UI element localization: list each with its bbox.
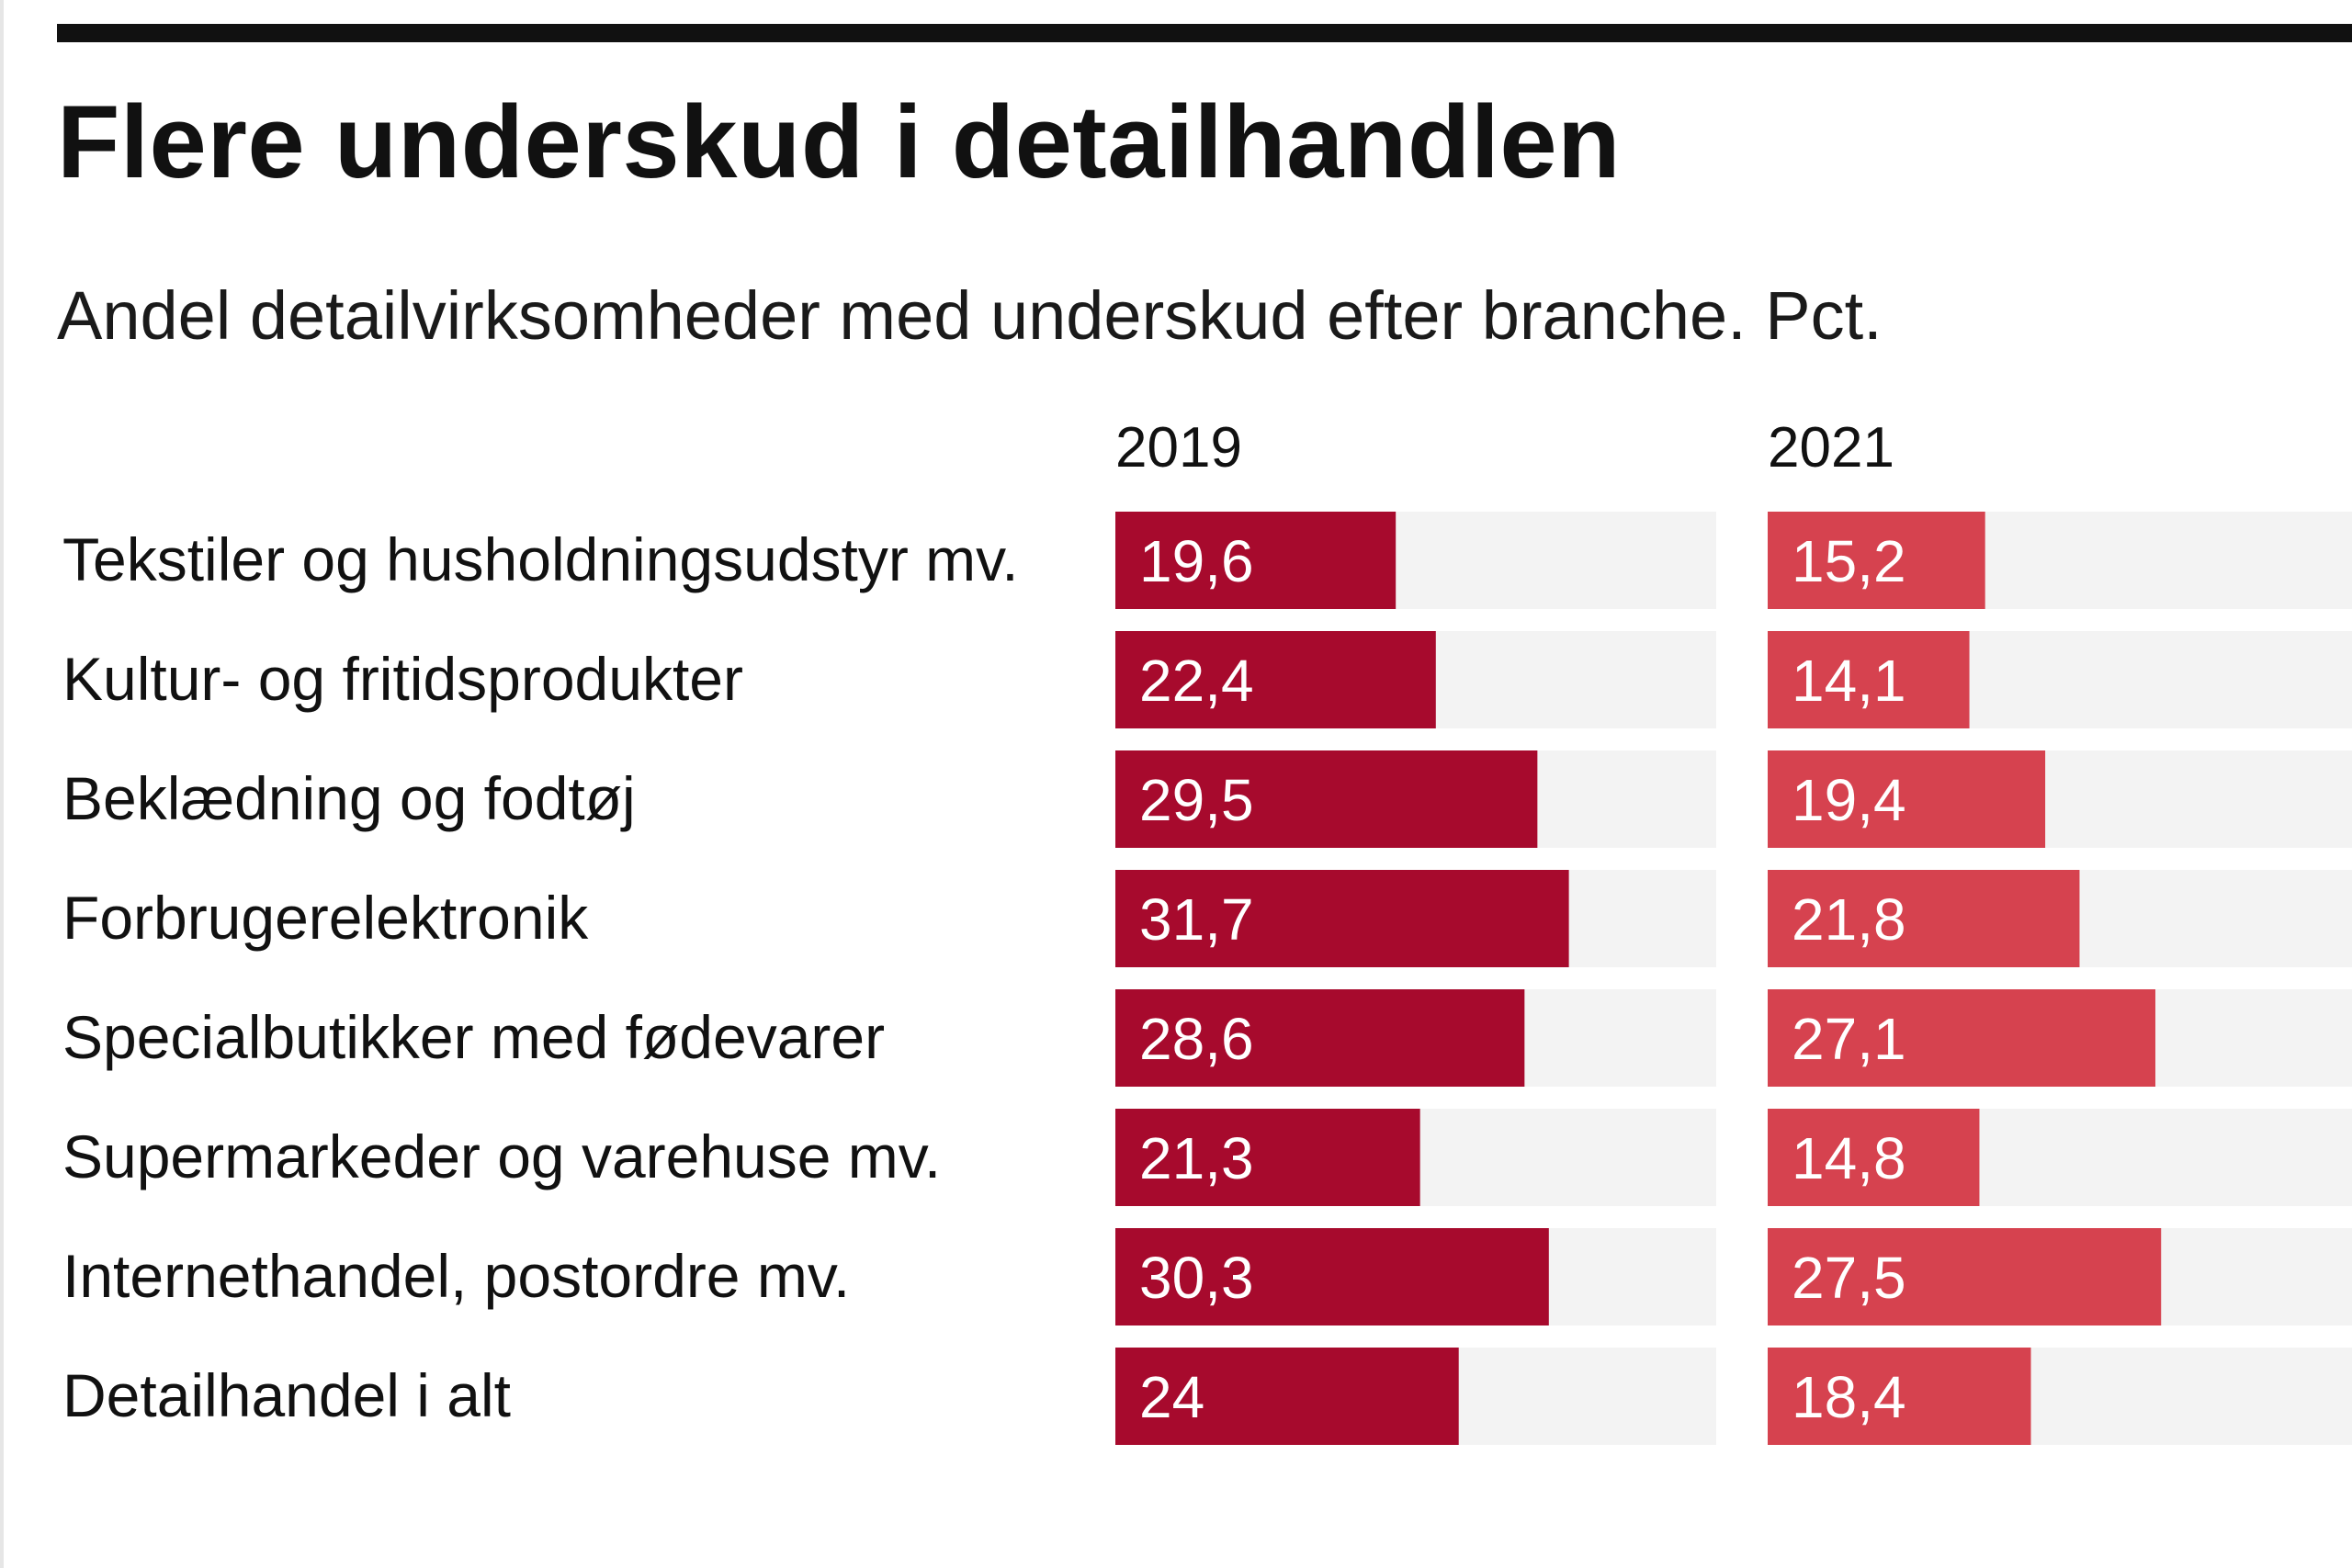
data-label: 30,3 — [1139, 1245, 1254, 1311]
bar-2021-5 — [1768, 989, 2155, 1087]
data-label: 27,5 — [1792, 1245, 1906, 1311]
bar-2021-1 — [1768, 512, 1985, 609]
data-label: 14,1 — [1792, 648, 1906, 714]
data-label: 31,7 — [1139, 886, 1254, 953]
data-label: 19,6 — [1139, 528, 1254, 594]
bar-2019-1 — [1115, 512, 1396, 609]
data-label: 14,8 — [1792, 1125, 1906, 1191]
data-label: 27,1 — [1792, 1006, 1906, 1072]
category-label: Kultur- og fritidsprodukter — [62, 645, 743, 713]
page-left-border — [0, 0, 4, 1568]
series-header-2019: 2019 — [1115, 416, 1242, 479]
bar-2019-3 — [1115, 750, 1538, 848]
bar-2019-5 — [1115, 989, 1525, 1087]
data-label: 18,4 — [1792, 1364, 1906, 1430]
data-label: 21,8 — [1792, 886, 1906, 953]
category-label: Detailhandel i alt — [62, 1361, 511, 1429]
data-label: 22,4 — [1139, 648, 1254, 714]
bar-2019-2 — [1115, 631, 1436, 728]
series-header-2021: 2021 — [1768, 416, 1894, 479]
data-label: 29,5 — [1139, 767, 1254, 833]
bar-2019-4 — [1115, 870, 1569, 967]
data-label: 28,6 — [1139, 1006, 1254, 1072]
data-label: 24 — [1139, 1364, 1204, 1430]
bar-2021-7 — [1768, 1228, 2162, 1325]
bar-2019-8 — [1115, 1348, 1459, 1445]
category-label: Specialbutikker med fødevarer — [62, 1003, 885, 1071]
chart-subtitle: Andel detailvirksomheder med underskud e… — [57, 277, 1883, 354]
data-label: 15,2 — [1792, 528, 1906, 594]
category-label: Tekstiler og husholdningsudstyr mv. — [62, 525, 1019, 593]
category-label: Internethandel, postordre mv. — [62, 1242, 850, 1310]
bar-2019-6 — [1115, 1109, 1420, 1206]
data-label: 19,4 — [1792, 767, 1906, 833]
category-label: Supermarkeder og varehuse mv. — [62, 1122, 941, 1190]
chart-title: Flere underskud i detailhandlen — [57, 85, 1622, 199]
bar-2021-3 — [1768, 750, 2046, 848]
bar-2021-4 — [1768, 870, 2080, 967]
bar-2021-6 — [1768, 1109, 1980, 1206]
category-label: Forbrugerelektronik — [62, 884, 589, 952]
bar-2021-2 — [1768, 631, 1970, 728]
bar-2019-7 — [1115, 1228, 1549, 1325]
category-label: Beklædning og fodtøj — [62, 764, 636, 832]
data-label: 21,3 — [1139, 1125, 1254, 1191]
header-rule — [57, 24, 2352, 42]
bar-2021-8 — [1768, 1348, 2031, 1445]
